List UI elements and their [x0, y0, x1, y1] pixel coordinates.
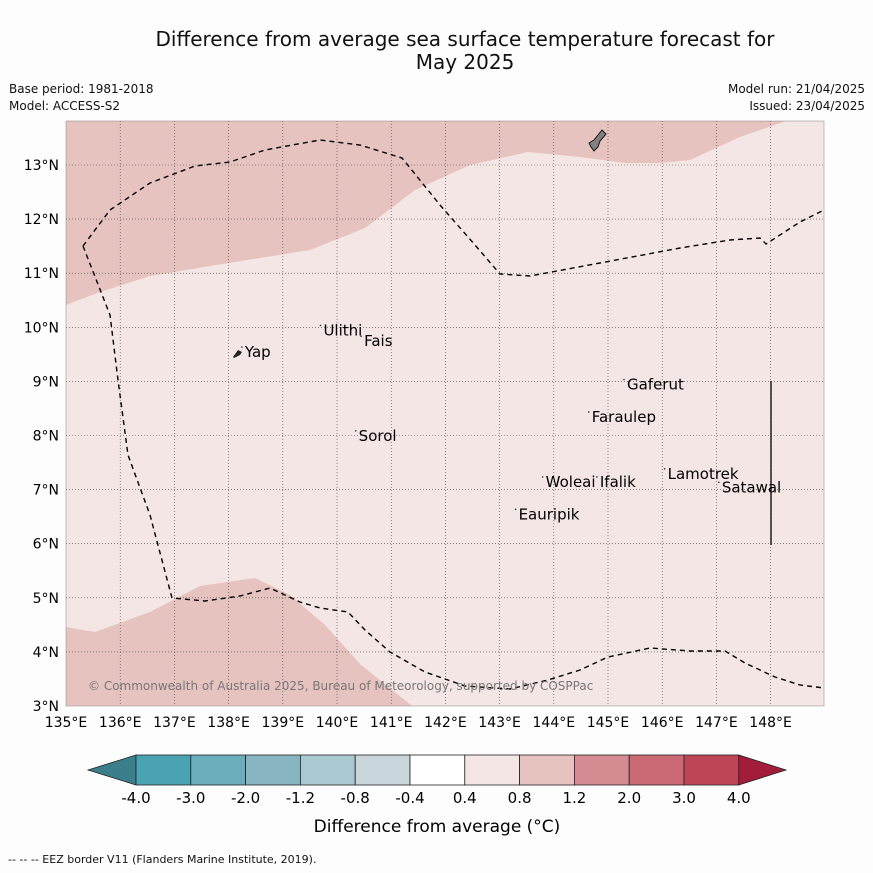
latitude-label: 6°N: [33, 537, 59, 553]
latitude-label: 7°N: [33, 483, 59, 499]
latitude-label: 11°N: [24, 266, 59, 282]
map-title: Difference from average sea surface temp…: [100, 28, 830, 74]
longitude-label: 137°E: [153, 715, 196, 731]
island-marker: [319, 324, 322, 327]
colorbar-tick-label: -1.2: [286, 789, 315, 807]
latitude-label: 8°N: [33, 429, 59, 445]
base-period: Base period: 1981-2018: [9, 82, 154, 96]
metadata-left: Base period: 1981-2018 Model: ACCESS-S2: [9, 81, 154, 115]
longitude-label: 141°E: [370, 715, 413, 731]
longitude-label: 138°E: [207, 715, 250, 731]
issued-date: Issued: 23/04/2025: [749, 99, 865, 113]
colorbar-tick-label: 4.0: [727, 789, 751, 807]
colorbar-labels: -4.0 -3.0 -2.0 -1.2 -0.8 -0.4 0.4 0.8 1.2 2.0 3.0 4…: [121, 789, 750, 807]
place-label-eauripik: Eauripik: [519, 505, 580, 523]
title-line-2: May 2025: [415, 50, 515, 74]
map-frame: [65, 120, 825, 707]
place-label-sorol: Sorol: [359, 427, 397, 445]
longitude-label: 145°E: [587, 715, 630, 731]
place-label-yap: Yap: [244, 343, 271, 361]
colorbar-tick-label: -4.0: [121, 789, 150, 807]
colorbar-tick-label: -0.4: [395, 789, 424, 807]
yap-island: [233, 350, 242, 358]
longitude-label: 148°E: [749, 715, 792, 731]
colorbar-tick-label: 0.8: [508, 789, 532, 807]
colorbar-segment: [190, 754, 247, 786]
colorbar-extend-low: [86, 754, 137, 786]
colorbar-tick-label: 3.0: [672, 789, 696, 807]
island-marker: [541, 476, 544, 478]
colorbar-tick-label: -3.0: [176, 789, 205, 807]
colorbar-segment: [574, 754, 630, 786]
colorbar-extend-high: [738, 754, 788, 786]
latitude-labels: 3°N 4°N 5°N 6°N 7°N 8°N 9°N 10°N 11°N 12°N 13°N: [24, 158, 59, 715]
longitude-labels: 135°E 136°E 137°E 138°E 139°E 140°E 141°E 142°E…: [45, 715, 792, 731]
model-name: Model: ACCESS-S2: [9, 99, 121, 113]
place-label-ifalik: Ifalik: [600, 473, 636, 491]
island-marker: [587, 411, 590, 413]
colorbar-segment: [464, 754, 520, 786]
colorbar-segment: [354, 754, 411, 786]
latitude-label: 12°N: [24, 212, 59, 228]
colorbar-segment: [245, 754, 301, 786]
colorbar-segment: [409, 754, 466, 786]
latitude-label: 13°N: [24, 158, 59, 174]
eez-boundary: [82, 139, 825, 690]
longitude-label: 135°E: [45, 715, 88, 731]
place-label-gaferut: Gaferut: [627, 376, 684, 394]
colorbar-segment: [135, 754, 192, 786]
model-run: Model run: 21/04/2025: [727, 82, 865, 96]
guam-island: [588, 129, 607, 152]
place-label-lamotrek: Lamotrek: [668, 465, 739, 483]
colorbar-segment: [299, 754, 356, 786]
colorbar-tick-label: 2.0: [617, 789, 641, 807]
longitude-label: 142°E: [424, 715, 467, 731]
island-marker: [596, 476, 598, 478]
longitude-label: 136°E: [99, 715, 142, 731]
island-marker: [514, 508, 517, 511]
latitude-label: 5°N: [33, 591, 59, 607]
longitude-label: 147°E: [695, 715, 738, 731]
latitude-label: 9°N: [33, 374, 59, 390]
colorbar-title: Difference from average (°C): [314, 817, 561, 837]
colorbar-segment: [628, 754, 685, 786]
island-marker: [241, 346, 243, 348]
longitude-label: 139°E: [262, 715, 305, 731]
island-marker: [663, 467, 666, 470]
place-label-woleai: Woleai: [546, 473, 596, 491]
eez-legend-footnote: -- -- -- EEZ border V11 (Flanders Marine…: [8, 853, 317, 866]
metadata-right: Model run: 21/04/2025 Issued: 23/04/2025: [728, 81, 865, 115]
place-label-satawal: Satawal: [722, 478, 781, 496]
island-marker: [718, 481, 720, 484]
colorbar-tick-label: -0.8: [341, 789, 370, 807]
place-label-faraulep: Faraulep: [592, 408, 656, 426]
colorbar-tick-label: 1.2: [562, 789, 586, 807]
place-label-ulithi: Ulithi: [323, 321, 362, 339]
anomaly-region-south: [66, 578, 412, 706]
colorbar: [86, 754, 788, 786]
anomaly-region-north: [66, 121, 786, 305]
colorbar-segment: [519, 754, 575, 786]
colorbar-segment: [683, 754, 740, 786]
longitude-label: 143°E: [478, 715, 521, 731]
colorbar-tick-label: -2.0: [231, 789, 260, 807]
island-marker: [623, 378, 625, 381]
place-label-fais: Fais: [364, 332, 393, 350]
gridlines: [66, 121, 824, 706]
longitude-label: 144°E: [533, 715, 576, 731]
copyright-notice: © Commonwealth of Australia 2025, Bureau…: [88, 679, 593, 693]
latitude-label: 4°N: [33, 645, 59, 661]
title-line-1: Difference from average sea surface temp…: [155, 27, 775, 51]
colorbar-tick-label: 0.4: [453, 789, 477, 807]
island-marker: [354, 430, 357, 432]
latitude-label: 3°N: [33, 699, 59, 715]
island-marker: [360, 335, 362, 338]
latitude-label: 10°N: [24, 320, 59, 336]
longitude-label: 140°E: [316, 715, 359, 731]
longitude-label: 146°E: [641, 715, 684, 731]
